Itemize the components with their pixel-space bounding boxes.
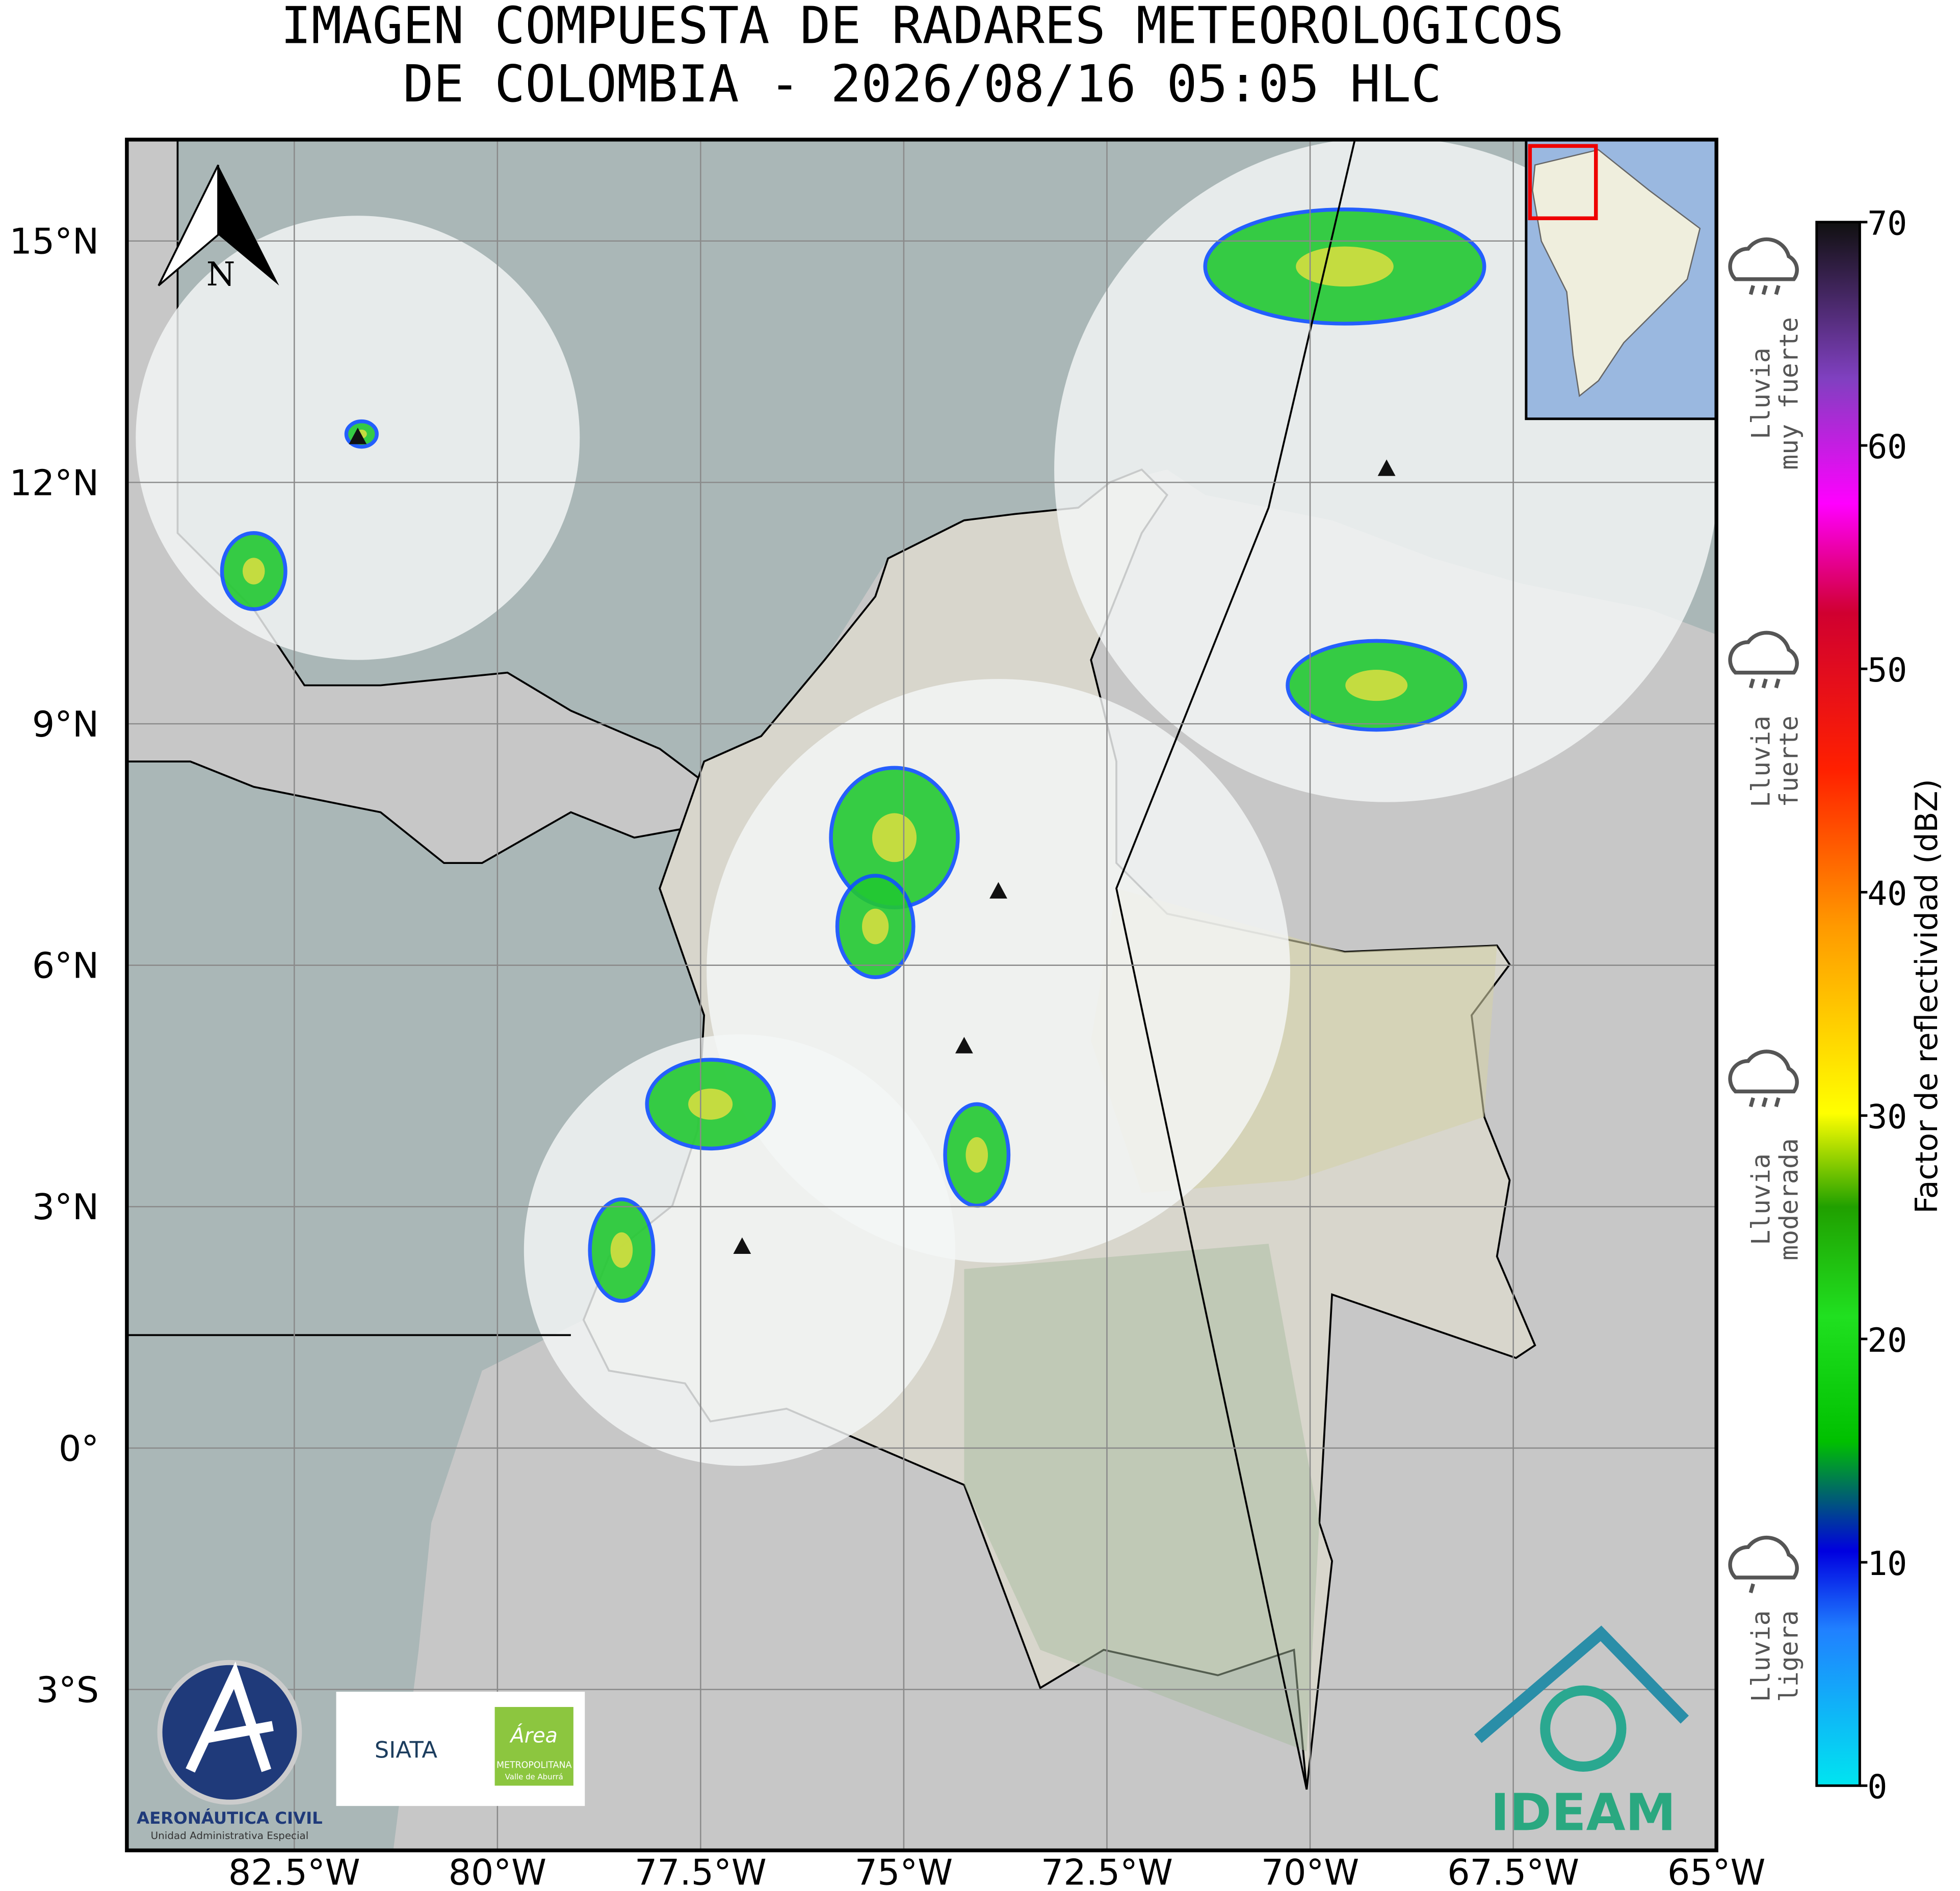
- map-area: [126, 139, 1717, 1851]
- radar-site: [733, 1237, 751, 1254]
- radar-echo-core: [1296, 246, 1394, 287]
- ideam-roof: [1474, 1625, 1689, 1743]
- aerocivil-name: AERONÁUTICA CIVIL: [137, 1808, 323, 1828]
- radar-echo-core: [862, 908, 889, 944]
- rain-legend-label: moderada: [1774, 1138, 1804, 1260]
- rain-legend-label: muy fuerte: [1774, 317, 1804, 470]
- rain-drop: [1774, 1097, 1781, 1108]
- colorbar-tick-label: 20: [1867, 1322, 1907, 1360]
- rain-drop: [1748, 285, 1755, 295]
- rain-drop: [1761, 678, 1768, 689]
- y-tick-label: 3°N: [32, 1187, 99, 1228]
- rain-drop: [1774, 285, 1781, 295]
- x-tick-label: 77.5°W: [635, 1852, 767, 1891]
- radar-site: [955, 1037, 973, 1054]
- y-tick-label: 3°S: [36, 1669, 99, 1711]
- rain-legend-label: Lluvia: [1746, 716, 1776, 807]
- rain-drop: [1774, 678, 1781, 689]
- colorbar-tick-label: 10: [1867, 1545, 1907, 1583]
- map-frame: [125, 138, 1718, 1853]
- y-tick-label: 9°N: [32, 704, 99, 745]
- ideam-logo: IDEAM: [1491, 1783, 1676, 1842]
- radar-echo-core: [688, 1088, 733, 1120]
- inset-highlight: [1528, 144, 1598, 221]
- area-logo-line: METROPOLITANA: [496, 1760, 572, 1770]
- radar-echo-core: [610, 1232, 633, 1268]
- radar-site: [1377, 459, 1396, 476]
- amazon: [964, 1244, 1320, 1752]
- siata-logo: SIATA: [375, 1737, 438, 1764]
- radar-echo-core: [965, 1137, 988, 1173]
- y-tick-label: 15°N: [10, 221, 99, 262]
- north-label: N: [206, 255, 236, 294]
- rain-legend-label: ligera: [1774, 1610, 1804, 1702]
- rain-drop: [1761, 1097, 1768, 1108]
- radar-echo-core: [872, 813, 917, 862]
- rain-icon: [1728, 631, 1799, 675]
- colorbar-tick-label: 0: [1867, 1768, 1887, 1806]
- x-tick-label: 67.5°W: [1447, 1852, 1579, 1891]
- rain-drop: [1748, 1583, 1755, 1593]
- colorbar: [1815, 221, 1861, 1787]
- inset-continent: [1532, 149, 1701, 398]
- colorbar-tick-label: 40: [1867, 875, 1907, 913]
- area-logo-line: Valle de Aburrá: [505, 1772, 563, 1781]
- rain-icon: [1728, 237, 1799, 281]
- x-tick-label: 75°W: [855, 1852, 953, 1891]
- rain-drop: [1761, 285, 1768, 295]
- rain-icon: [1728, 1535, 1799, 1580]
- x-tick-label: 65°W: [1667, 1852, 1765, 1891]
- x-tick-label: 80°W: [449, 1852, 546, 1891]
- colorbar-label: Factor de reflectividad (dBZ): [1910, 779, 1945, 1214]
- rain-legend-label: Lluvia: [1746, 1153, 1776, 1245]
- radar-echo-core: [1345, 670, 1408, 701]
- y-tick-label: 6°N: [32, 946, 99, 987]
- x-tick-label: 70°W: [1261, 1852, 1359, 1891]
- colorbar-tick-label: 60: [1867, 428, 1907, 466]
- radar-site: [989, 882, 1008, 899]
- x-tick-label: 82.5°W: [228, 1852, 360, 1891]
- colorbar-tick-label: 70: [1867, 205, 1907, 243]
- colorbar-tick-label: 50: [1867, 651, 1907, 690]
- title-line: DE COLOMBIA - 2026/08/16 05:05 HLC: [403, 55, 1442, 114]
- rain-legend-label: Lluvia: [1746, 348, 1776, 439]
- title-line: IMAGEN COMPUESTA DE RADARES METEOROLOGIC…: [281, 0, 1564, 56]
- aerocivil-subtitle: Unidad Administrativa Especial: [151, 1830, 309, 1842]
- aerocivil-mark: [186, 1661, 274, 1773]
- radar-echo-core: [242, 558, 265, 585]
- area-logo: [494, 1706, 573, 1786]
- rain-drop: [1748, 678, 1755, 689]
- colorbar-tick-label: 30: [1867, 1098, 1907, 1137]
- border-line: [1115, 139, 1356, 1790]
- radar-site: [349, 428, 367, 444]
- area-logo-name: Área: [509, 1724, 557, 1748]
- y-tick-label: 12°N: [10, 462, 99, 504]
- x-tick-label: 72.5°W: [1041, 1852, 1173, 1891]
- rain-drop: [1748, 1097, 1755, 1108]
- rain-legend-label: fuerte: [1774, 716, 1804, 807]
- rain-legend-label: Lluvia: [1746, 1610, 1776, 1702]
- rain-icon: [1728, 1049, 1799, 1094]
- y-tick-label: 0°: [59, 1428, 99, 1469]
- ideam-swirl: [1540, 1685, 1627, 1772]
